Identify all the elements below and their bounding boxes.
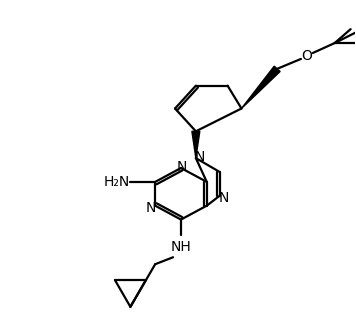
Text: N: N [146,201,156,215]
Polygon shape [241,66,280,109]
Polygon shape [192,131,200,158]
Text: N: N [219,191,229,205]
Text: NH: NH [171,240,192,254]
Text: N: N [195,150,205,164]
Text: H₂N: H₂N [103,175,130,189]
Text: N: N [177,160,187,174]
Text: O: O [302,49,312,63]
